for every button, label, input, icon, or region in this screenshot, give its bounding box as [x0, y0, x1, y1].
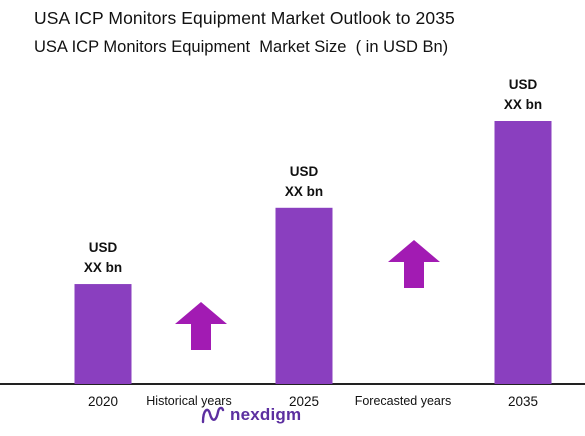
- bar-value-label-2025: USD: [290, 164, 319, 179]
- brand-logo: nexdigm: [200, 404, 301, 426]
- bar-value-label-2035: USD: [509, 77, 538, 92]
- nexdigm-logo-icon: [201, 406, 225, 424]
- period-label-1: Forecasted years: [355, 394, 452, 408]
- x-tick-label-2020: 2020: [88, 394, 118, 409]
- bar-value-label-2035: XX bn: [504, 97, 542, 112]
- period-label-0: Historical years: [146, 394, 231, 408]
- bar-value-label-2025: XX bn: [285, 184, 323, 199]
- bar-2035: [494, 121, 552, 384]
- growth-arrow-up-icon: [175, 302, 227, 350]
- bar-value-label-2020: USD: [89, 240, 118, 255]
- x-tick-label-2025: 2025: [289, 394, 319, 409]
- x-tick-label-2035: 2035: [508, 394, 538, 409]
- bar-value-label-2020: XX bn: [84, 260, 122, 275]
- bar-2025: [275, 207, 333, 384]
- brand-name: nexdigm: [230, 405, 302, 424]
- bar-2020: [74, 284, 132, 384]
- chart-subtitle: USA ICP Monitors Equipment Market Size (…: [34, 38, 449, 56]
- growth-arrow-up-icon: [388, 240, 440, 288]
- page-title: USA ICP Monitors Equipment Market Outloo…: [34, 8, 455, 28]
